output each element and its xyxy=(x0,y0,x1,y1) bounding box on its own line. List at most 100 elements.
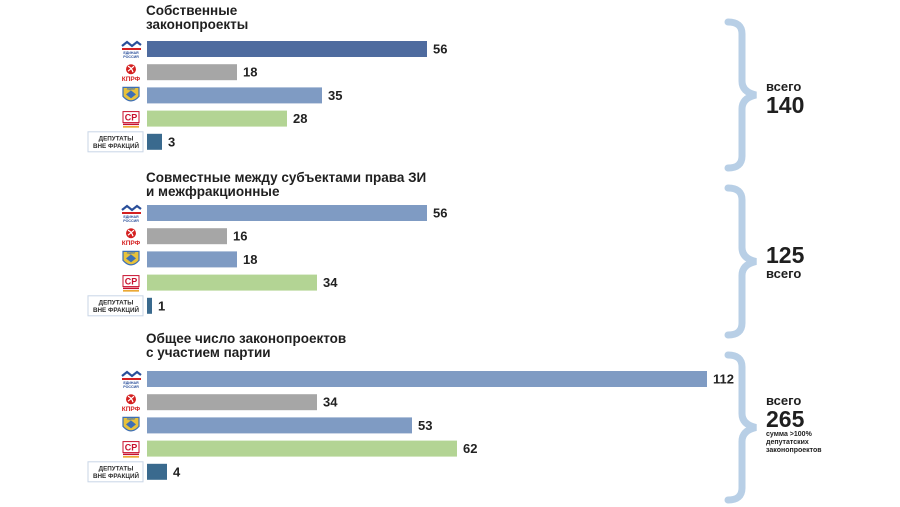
logo-3-2-kprf: КПРФ xyxy=(122,394,141,413)
logo-3-4-sr-stripe-1 xyxy=(123,453,139,456)
logo-2-1-er-text-1: ЕДИНАЯ xyxy=(123,215,139,219)
logo-3-1-er-text-2: РОССИЯ xyxy=(123,385,139,389)
bar-value-2-3: 18 xyxy=(243,252,257,267)
bar-2-3 xyxy=(147,251,237,268)
brace-3 xyxy=(724,351,757,504)
logo-3-1-er-stripe xyxy=(122,378,141,380)
logo-1-3-ldpr-text: ЛДПР xyxy=(127,87,135,91)
logo-3-1-er-bear-mark xyxy=(121,370,142,378)
logo-1-4-sr: СР xyxy=(122,111,140,128)
brace-1 xyxy=(724,18,757,172)
logo-3-2-kprf-text: КПРФ xyxy=(122,406,141,413)
logo-1-4-sr-frame xyxy=(122,111,140,124)
logo-1-2-kprf: КПРФ xyxy=(122,64,141,83)
group-3-total: всего 265 сумма >100% депутатских законо… xyxy=(766,394,822,455)
logo-2-3-ldpr-text: ЛДПР xyxy=(127,251,135,255)
bar-value-2-1: 56 xyxy=(433,206,447,221)
bar-2-2 xyxy=(147,228,227,245)
logo-3-5-independent-box xyxy=(87,461,144,483)
logo-2-5-independent-box xyxy=(87,295,144,317)
group-1-total-value: 140 xyxy=(766,92,805,118)
logo-2-2-kprf-hammer-sickle-icon xyxy=(127,229,135,237)
bar-2-4 xyxy=(147,274,317,291)
bar-value-3-1: 112 xyxy=(713,372,734,387)
bar-value-2-5: 1 xyxy=(158,298,165,313)
bar-value-1-4: 28 xyxy=(293,111,307,126)
bar-1-2 xyxy=(147,64,237,81)
bar-3-1 xyxy=(147,371,707,387)
bar-value-3-4: 62 xyxy=(463,441,477,456)
logo-1-3-ldpr-eagle-icon xyxy=(126,90,136,99)
bar-value-1-3: 35 xyxy=(328,88,342,103)
bar-value-1-2: 18 xyxy=(243,65,257,80)
logo-2-2-kprf-text: КПРФ xyxy=(122,240,141,247)
logo-3-4-sr-text: СР xyxy=(125,443,138,453)
logo-1-5-independent-box xyxy=(87,131,144,153)
group-3-total-note: сумма >100% депутатских законопроектов xyxy=(766,431,822,454)
logo-1-1-er-text-2: РОССИЯ xyxy=(123,55,139,59)
logo-2-4-sr-stripe-2 xyxy=(123,290,139,292)
logo-2-3-ldpr-eagle-icon xyxy=(126,254,136,263)
logo-1-2-kprf-hammer-sickle-icon xyxy=(127,65,135,73)
group-1-total: всего 140 xyxy=(766,80,804,117)
logo-1-1-er-text-1: ЕДИНАЯ xyxy=(123,51,139,55)
bar-1-5 xyxy=(147,133,162,150)
bar-3-5 xyxy=(147,463,167,480)
bar-3-2 xyxy=(147,394,317,411)
logo-3-5-independent-line-1: ДЕПУТАТЫ xyxy=(99,465,134,472)
bar-value-1-1: 56 xyxy=(433,42,447,57)
logo-2-1-er-bear-mark xyxy=(121,204,142,212)
group-3-total-label: всего xyxy=(766,393,802,408)
bar-2-5 xyxy=(147,297,152,314)
group-3-title: Общее число законопроектов с участием па… xyxy=(146,331,347,360)
group-2-total-label: всего xyxy=(766,266,802,281)
group-1-title: Собственные законопроекты xyxy=(146,3,249,32)
bar-value-3-3: 53 xyxy=(418,418,432,433)
group-3-total-value: 265 xyxy=(766,406,805,432)
logo-3-5-independent-line-2: ВНЕ ФРАКЦИЙ xyxy=(93,471,140,480)
logo-3-3-ldpr-eagle-icon xyxy=(126,420,136,429)
logo-2-5-independent-line-2: ВНЕ ФРАКЦИЙ xyxy=(93,305,140,314)
logo-3-2-kprf-hammer-sickle-icon xyxy=(127,395,135,403)
logo-3-3-ldpr: ЛДПР xyxy=(122,416,140,432)
logo-3-3-ldpr-text: ЛДПР xyxy=(127,417,135,421)
logo-2-4-sr: СР xyxy=(122,275,140,292)
brace-2 xyxy=(724,184,757,339)
logo-1-4-sr-stripe-2 xyxy=(123,126,139,128)
bar-3-3 xyxy=(147,417,412,434)
logo-3-4-sr-stripe-2 xyxy=(123,456,139,458)
logo-1-4-sr-text: СР xyxy=(125,113,138,123)
logo-3-1-er-text-1: ЕДИНАЯ xyxy=(123,381,139,385)
bar-value-3-2: 34 xyxy=(323,395,338,410)
logo-2-5-independent-line-1: ДЕПУТАТЫ xyxy=(99,299,134,306)
logo-2-2-kprf: КПРФ xyxy=(122,228,141,247)
logo-1-5-independent-line-2: ВНЕ ФРАКЦИЙ xyxy=(93,141,140,150)
bar-2-1 xyxy=(147,205,427,221)
bar-1-1 xyxy=(147,41,427,57)
bar-value-1-5: 3 xyxy=(168,134,175,149)
bar-1-4 xyxy=(147,110,287,127)
logo-2-1-er-text-2: РОССИЯ xyxy=(123,219,139,223)
logo-2-4-sr-frame xyxy=(122,275,140,288)
logo-1-2-kprf-text: КПРФ xyxy=(122,76,141,83)
group-1-total-label: всего xyxy=(766,79,802,94)
group-2-total: 125 всего xyxy=(766,243,804,280)
logo-3-4-sr: СР xyxy=(122,441,140,458)
bar-3-4 xyxy=(147,440,457,457)
logo-2-4-sr-stripe-1 xyxy=(123,287,139,290)
logo-1-1-er-bear-mark xyxy=(121,40,142,48)
logo-1-3-ldpr: ЛДПР xyxy=(122,86,140,102)
group-2-total-value: 125 xyxy=(766,242,805,268)
logo-2-4-sr-text: СР xyxy=(125,277,138,287)
group-2-title: Совместные между субъектами права ЗИ и м… xyxy=(146,170,427,199)
bar-value-2-2: 16 xyxy=(233,229,247,244)
